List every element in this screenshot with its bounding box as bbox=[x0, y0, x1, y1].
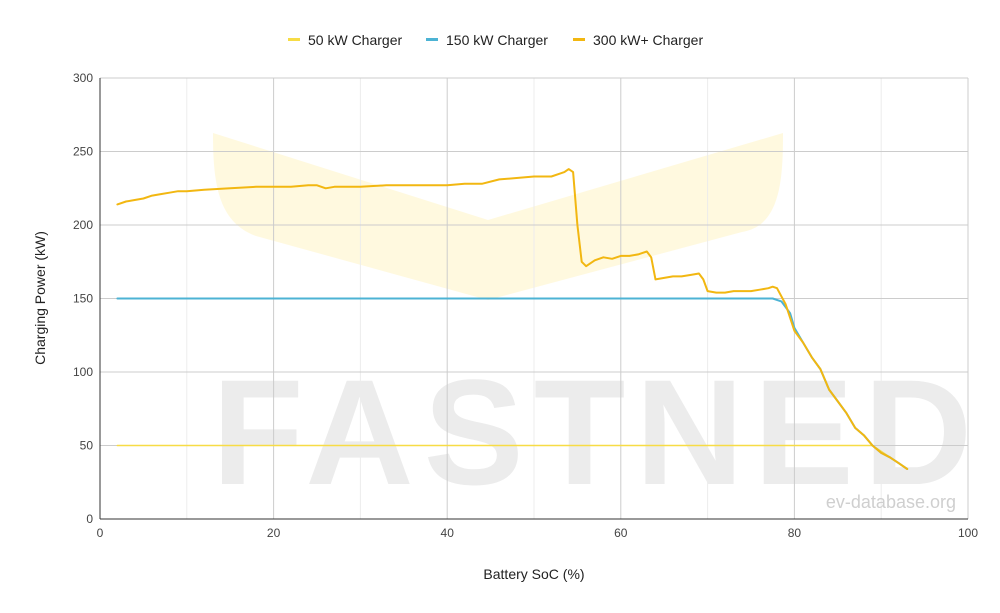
y-axis-title: Charging Power (kW) bbox=[32, 231, 48, 365]
fastned-logo-shape bbox=[213, 133, 783, 300]
x-tick-label: 60 bbox=[614, 526, 628, 540]
legend: 50 kW Charger 150 kW Charger 300 kW+ Charg… bbox=[288, 32, 703, 48]
y-tick-label: 200 bbox=[73, 218, 93, 232]
x-tick-label: 40 bbox=[441, 526, 455, 540]
credit-text: ev-database.org bbox=[826, 492, 956, 512]
x-axis-title: Battery SoC (%) bbox=[483, 566, 584, 582]
legend-item[interactable]: 50 kW Charger bbox=[288, 32, 402, 48]
y-tick-label: 0 bbox=[86, 512, 93, 526]
legend-label: 300 kW+ Charger bbox=[593, 32, 703, 48]
y-tick-label: 50 bbox=[80, 439, 94, 453]
y-tick-label: 300 bbox=[73, 71, 93, 85]
y-tick-label: 100 bbox=[73, 365, 93, 379]
legend-swatch bbox=[426, 38, 438, 41]
legend-swatch bbox=[573, 38, 585, 41]
watermark-text: FASTNED bbox=[212, 348, 982, 516]
y-tick-label: 150 bbox=[73, 292, 93, 306]
series-line-3 bbox=[116, 168, 909, 470]
legend-item[interactable]: 300 kW+ Charger bbox=[573, 32, 703, 48]
legend-item[interactable]: 150 kW Charger bbox=[426, 32, 548, 48]
x-tick-label: 100 bbox=[958, 526, 978, 540]
legend-label: 150 kW Charger bbox=[446, 32, 548, 48]
legend-label: 50 kW Charger bbox=[308, 32, 402, 48]
x-tick-label: 80 bbox=[788, 526, 802, 540]
y-tick-label: 250 bbox=[73, 145, 93, 159]
series-layer bbox=[116, 168, 909, 470]
watermark-layer: FASTNED bbox=[212, 133, 982, 516]
legend-swatch bbox=[288, 38, 300, 41]
x-tick-label: 0 bbox=[97, 526, 104, 540]
x-tick-label: 20 bbox=[267, 526, 281, 540]
